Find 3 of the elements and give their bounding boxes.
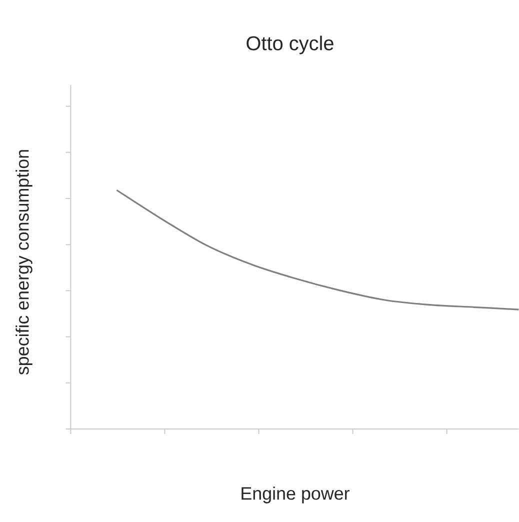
x-axis-title: Engine power bbox=[242, 486, 350, 504]
chart-title: Otto cycle bbox=[246, 36, 334, 54]
y-axis-title: specific energy consumption bbox=[16, 150, 32, 375]
